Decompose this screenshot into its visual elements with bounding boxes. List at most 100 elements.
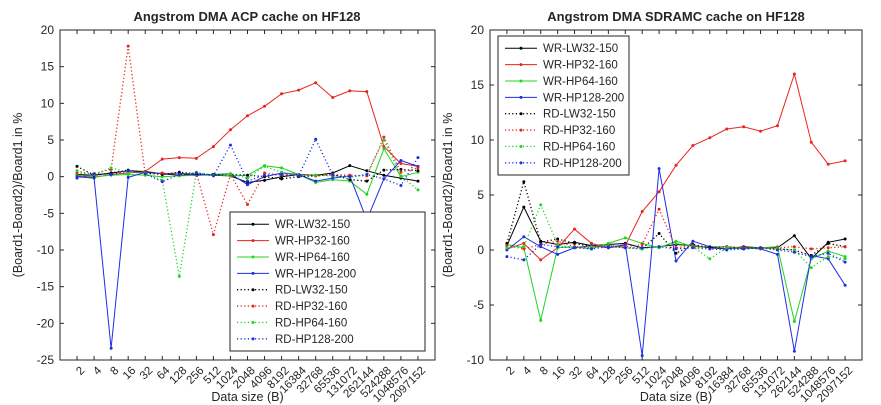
data-point — [775, 124, 779, 128]
legend-label: WR-HP128-200 — [275, 268, 356, 280]
x-tick-label: 16 — [550, 365, 568, 383]
data-point — [416, 188, 420, 192]
legend: WR-LW32-150 WR-HP32-160 WR-HP64-160 WR-HP12… — [497, 35, 630, 176]
data-point — [589, 241, 593, 245]
y-tick-label: -20 — [37, 316, 55, 330]
data-point — [75, 164, 79, 168]
data-point — [228, 172, 232, 176]
data-point — [331, 95, 335, 99]
data-point — [126, 44, 130, 48]
data-point — [826, 249, 830, 253]
x-tick-label: 4 — [521, 364, 534, 377]
data-point — [505, 248, 509, 252]
legend-marker — [519, 161, 523, 165]
data-point — [775, 248, 779, 252]
data-point — [263, 164, 267, 168]
x-tick-label: 32 — [138, 365, 156, 383]
data-point — [314, 173, 318, 177]
y-tick-label: 20 — [41, 23, 55, 37]
x-tick-label: 2 — [504, 365, 517, 378]
data-point — [674, 241, 678, 245]
y-tick-label: 0 — [477, 243, 484, 257]
data-point — [126, 169, 130, 173]
data-point — [657, 232, 661, 235]
data-point — [160, 171, 164, 175]
series-rd-hp128-200 — [505, 243, 847, 264]
y-tick-label: 15 — [471, 78, 485, 92]
y-axis-label: (Board1-Board2)/Board1 in % — [441, 113, 455, 278]
data-point — [674, 163, 678, 167]
data-point — [92, 172, 96, 176]
data-point — [246, 114, 249, 118]
data-point — [348, 89, 352, 93]
data-point — [365, 90, 369, 94]
data-point — [416, 156, 420, 160]
data-point — [657, 190, 661, 194]
data-point — [314, 81, 318, 85]
x-axis-label: Data size (B) — [640, 390, 712, 404]
y-tick-label: -5 — [473, 298, 484, 312]
data-point — [382, 145, 386, 149]
data-point — [126, 175, 130, 179]
data-point — [348, 164, 352, 168]
data-point — [657, 245, 661, 249]
legend-marker — [251, 255, 255, 259]
data-point — [246, 179, 249, 183]
data-point — [843, 255, 847, 259]
data-point — [573, 227, 577, 231]
data-point — [177, 274, 181, 278]
data-point — [399, 161, 403, 165]
series-line-rd-hp32-160 — [76, 46, 419, 238]
series-line-rd-hp32-160 — [506, 207, 846, 250]
y-tick-label: 20 — [471, 23, 485, 37]
data-point — [522, 241, 526, 245]
x-tick-label: 2 — [74, 365, 87, 378]
legend-box — [229, 211, 426, 352]
data-point — [674, 259, 678, 263]
data-point — [177, 170, 181, 174]
data-point — [382, 177, 386, 181]
y-tick-label: 15 — [41, 60, 55, 74]
data-point — [365, 192, 369, 196]
y-tick-label: 0 — [47, 170, 54, 184]
data-point — [708, 247, 712, 251]
data-point — [809, 255, 813, 259]
data-point — [623, 246, 627, 250]
data-point — [640, 243, 644, 246]
data-point — [708, 136, 712, 140]
data-point — [263, 104, 267, 108]
data-point — [826, 255, 830, 259]
y-tick-label: 10 — [41, 96, 55, 110]
data-point — [843, 260, 847, 264]
data-point — [809, 247, 813, 251]
data-point — [331, 173, 335, 177]
legend-marker — [519, 112, 523, 116]
data-point — [657, 167, 661, 171]
data-point — [382, 173, 386, 177]
data-point — [674, 247, 678, 251]
data-point — [522, 205, 526, 209]
data-point — [382, 138, 386, 142]
legend-label: WR-LW32-150 — [275, 219, 350, 231]
data-point — [382, 135, 386, 139]
data-point — [539, 203, 543, 207]
data-point — [505, 244, 509, 248]
data-point — [725, 127, 729, 131]
chart-title: Angstrom DMA SDRAMC cache on HF128 — [547, 9, 804, 24]
data-point — [505, 246, 509, 250]
data-point — [314, 137, 318, 141]
data-point — [775, 252, 779, 256]
legend-marker — [519, 144, 523, 148]
data-point — [826, 241, 830, 245]
data-point — [556, 243, 560, 246]
data-point — [556, 239, 560, 243]
data-point — [708, 257, 712, 261]
data-point — [505, 255, 509, 259]
data-point — [809, 266, 813, 270]
legend-marker — [251, 337, 255, 341]
data-point — [365, 172, 369, 176]
data-point — [691, 144, 695, 147]
